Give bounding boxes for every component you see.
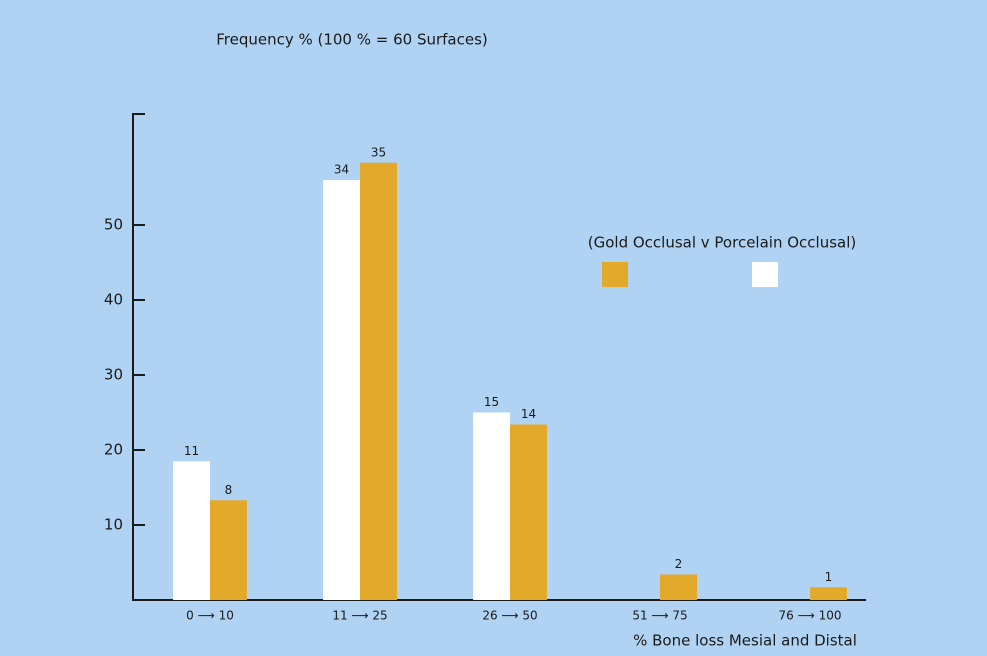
bar xyxy=(510,424,547,600)
legend-title: (Gold Occlusal v Porcelain Occlusal) xyxy=(588,234,856,252)
legend-swatch xyxy=(602,262,628,287)
x-tick-label: 51 ⟶ 75 xyxy=(632,609,687,623)
y-tick-label: 10 xyxy=(104,516,123,534)
bar xyxy=(473,412,510,600)
data-label: 15 xyxy=(484,395,499,409)
bar xyxy=(660,574,697,600)
x-axis-label: % Bone loss Mesial and Distal xyxy=(633,632,857,650)
y-tick-label: 50 xyxy=(104,216,123,234)
data-label: 14 xyxy=(521,407,536,421)
x-tick-label: 26 ⟶ 50 xyxy=(482,609,537,623)
x-tick-label: 76 ⟶ 100 xyxy=(778,609,841,623)
legend-swatch xyxy=(752,262,778,287)
data-label: 1 xyxy=(825,570,833,584)
bar xyxy=(210,500,247,600)
y-tick-label: 40 xyxy=(104,291,123,309)
chart-title: Frequency % (100 % = 60 Surfaces) xyxy=(216,31,488,49)
data-label: 8 xyxy=(225,483,233,497)
y-tick-label: 20 xyxy=(104,441,123,459)
data-label: 35 xyxy=(371,145,386,159)
x-tick-label: 11 ⟶ 25 xyxy=(332,609,387,623)
bar xyxy=(360,162,397,600)
y-tick-label: 30 xyxy=(104,366,123,384)
data-label: 34 xyxy=(334,163,349,177)
x-tick-label: 0 ⟶ 10 xyxy=(186,609,234,623)
bar xyxy=(323,180,360,600)
bar xyxy=(810,587,847,600)
bar xyxy=(173,461,210,600)
data-label: 11 xyxy=(184,444,199,458)
data-label: 2 xyxy=(675,557,683,571)
